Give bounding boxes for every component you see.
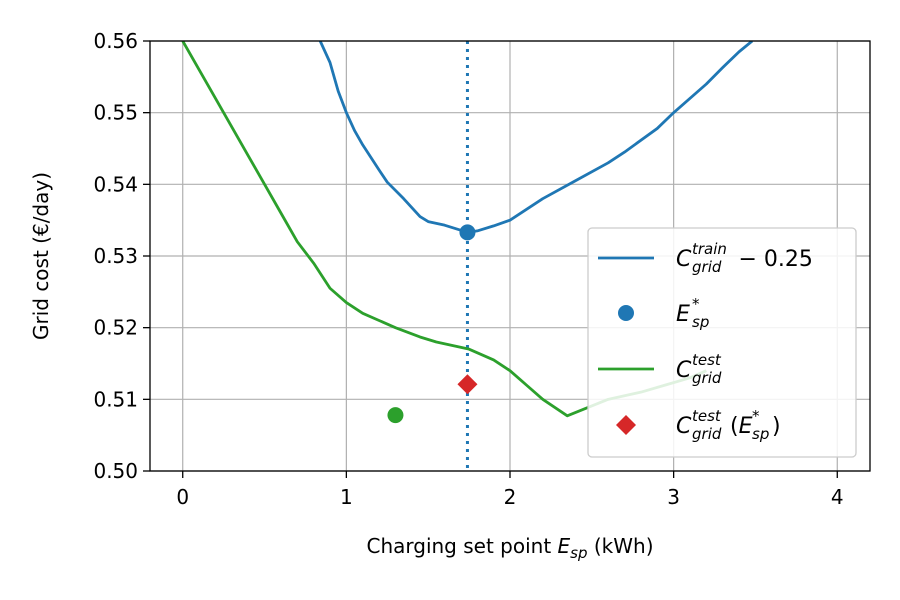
- legend-label-1: E *sp: [676, 295, 709, 331]
- y-tick-label-3: 0.53: [93, 244, 138, 268]
- svg-text:train: train: [692, 240, 727, 258]
- svg-text:grid: grid: [692, 425, 722, 443]
- svg-text:test: test: [692, 351, 722, 369]
- svg-text:− 0.25: − 0.25: [739, 247, 813, 272]
- svg-text:test: test: [692, 407, 722, 425]
- y-tick-label-4: 0.54: [93, 172, 138, 196]
- x-tick-label-4: 4: [831, 485, 844, 509]
- x-tick-label-1: 1: [340, 485, 353, 509]
- ticks: 0 1 2 3 4 0.50 0.51 0.52 0.53 0.54 0.55 0.56: [93, 29, 843, 509]
- marker-test_min: [387, 407, 404, 424]
- svg-text:sp: sp: [692, 313, 709, 331]
- y-tick-label-2: 0.52: [93, 316, 138, 340]
- svg-text:sp: sp: [752, 425, 769, 443]
- y-tick-label-6: 0.56: [93, 29, 138, 53]
- legend-handle-1: [618, 305, 634, 321]
- marker-esp_star: [459, 224, 476, 241]
- svg-text:(E: (E: [730, 414, 753, 439]
- x-axis-label: Charging set point Esp (kWh): [366, 534, 653, 562]
- x-tick-label-0: 0: [176, 485, 189, 509]
- svg-text:E: E: [676, 302, 690, 327]
- marker-test_at_esp: [457, 374, 478, 395]
- x-axis-label-var: E: [558, 534, 571, 558]
- svg-text:grid: grid: [692, 369, 722, 387]
- y-axis-label: Grid cost (€/day): [29, 172, 53, 340]
- svg-text:*: *: [752, 407, 760, 425]
- x-axis-label-suffix: (kWh): [588, 534, 654, 558]
- svg-text:grid: grid: [692, 258, 722, 276]
- svg-text:C: C: [676, 414, 692, 439]
- x-axis-label-sub: sp: [570, 544, 587, 562]
- y-tick-label-0: 0.50: [93, 459, 138, 483]
- svg-text:*: *: [692, 295, 700, 313]
- y-tick-label-5: 0.55: [93, 101, 138, 125]
- x-axis-label-prefix: Charging set point: [366, 534, 557, 558]
- series-line-train: [318, 41, 754, 234]
- legend-box: [587, 227, 857, 458]
- x-tick-label-2: 2: [504, 485, 517, 509]
- svg-text:C: C: [676, 247, 692, 272]
- x-tick-label-3: 3: [667, 485, 680, 509]
- legend-handle-3: [616, 415, 636, 435]
- y-tick-label-1: 0.51: [93, 387, 138, 411]
- svg-text:): ): [772, 414, 781, 439]
- svg-text:C: C: [676, 358, 692, 383]
